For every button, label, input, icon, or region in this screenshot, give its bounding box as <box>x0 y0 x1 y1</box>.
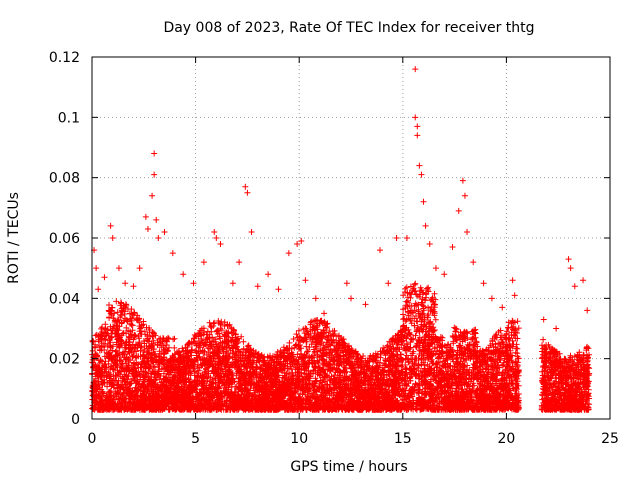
y-tick-label: 0.12 <box>49 50 80 66</box>
data-points <box>91 66 591 332</box>
data-point <box>213 235 220 241</box>
data-point <box>115 265 122 272</box>
data-point <box>151 150 158 157</box>
y-axis-label: ROTI / TECUs <box>6 192 22 284</box>
data-point <box>136 265 143 272</box>
data-point <box>93 265 100 272</box>
chart-title: Day 008 of 2023, Rate Of TEC Index for r… <box>163 20 534 36</box>
data-point <box>540 316 547 323</box>
data-point <box>200 259 207 266</box>
x-tick-label: 5 <box>191 431 200 447</box>
y-axis-ticks: 0 0.02 0.04 0.06 0.08 0.1 0.12 <box>49 50 610 428</box>
y-tick-label: 0.06 <box>49 231 80 247</box>
data-point <box>499 304 506 311</box>
data-point <box>414 132 421 139</box>
data-point <box>464 228 471 235</box>
grid <box>92 57 610 419</box>
data-point <box>459 177 466 184</box>
data-point <box>461 192 468 199</box>
data-point <box>122 280 129 287</box>
data-point <box>190 280 197 287</box>
data-point <box>418 171 425 178</box>
data-point <box>488 295 495 302</box>
data-point <box>107 222 114 229</box>
data-point <box>211 228 218 235</box>
data-point <box>248 228 255 235</box>
y-tick-label: 0 <box>71 412 80 428</box>
x-tick-label: 10 <box>290 431 308 447</box>
data-point <box>180 271 187 278</box>
y-tick-label: 0.02 <box>49 352 80 368</box>
data-point <box>149 192 156 199</box>
data-point <box>470 259 477 266</box>
data-point <box>229 280 236 287</box>
x-axis-ticks: 0 5 10 15 20 25 <box>88 57 619 447</box>
scatter-cloud <box>89 280 593 413</box>
y-tick-label: 0.04 <box>49 291 80 307</box>
data-point <box>275 286 282 293</box>
data-point <box>584 307 591 314</box>
x-tick-label: 20 <box>497 431 515 447</box>
data-point <box>565 256 572 263</box>
data-point <box>480 280 487 287</box>
data-point <box>294 241 301 248</box>
data-point <box>553 325 560 332</box>
data-point <box>217 241 224 248</box>
data-point <box>244 189 251 196</box>
data-point <box>236 259 243 266</box>
data-point <box>155 235 162 241</box>
data-point <box>432 265 439 272</box>
data-point <box>362 301 369 308</box>
data-point <box>142 213 149 220</box>
data-point <box>151 171 158 178</box>
data-point <box>414 123 421 130</box>
x-tick-label: 15 <box>394 431 412 447</box>
data-point <box>416 162 423 169</box>
data-point <box>302 277 309 284</box>
data-point <box>169 250 176 257</box>
data-point <box>265 271 272 278</box>
data-point <box>312 295 319 302</box>
data-point <box>101 274 108 281</box>
data-point <box>393 235 400 241</box>
data-point <box>571 283 578 290</box>
data-point <box>511 292 518 299</box>
data-point <box>567 265 574 272</box>
data-point <box>161 228 168 235</box>
data-point <box>242 183 249 190</box>
data-point <box>412 66 419 73</box>
dense-data-band <box>89 280 593 413</box>
data-point <box>343 280 350 287</box>
data-point <box>153 216 160 223</box>
data-point <box>254 283 261 290</box>
data-point <box>449 244 456 251</box>
data-point <box>441 271 448 278</box>
data-point <box>298 238 305 245</box>
data-point <box>377 247 384 254</box>
data-point <box>412 114 419 121</box>
x-axis-label: GPS time / hours <box>290 459 407 475</box>
data-point <box>420 198 427 205</box>
y-tick-label: 0.1 <box>58 110 80 126</box>
y-tick-label: 0.08 <box>49 171 80 187</box>
data-point <box>580 277 587 284</box>
data-point <box>109 235 116 241</box>
data-point <box>426 241 433 248</box>
data-point <box>385 280 392 287</box>
data-point <box>144 225 151 232</box>
data-point <box>95 286 102 293</box>
data-point <box>403 235 410 241</box>
data-point <box>285 250 292 257</box>
data-point <box>321 310 328 317</box>
data-point <box>455 207 462 214</box>
x-tick-label: 25 <box>601 431 619 447</box>
data-point <box>422 222 429 229</box>
data-point <box>348 295 354 302</box>
x-tick-label: 0 <box>88 431 97 447</box>
data-point <box>509 277 516 284</box>
data-point <box>130 283 137 290</box>
